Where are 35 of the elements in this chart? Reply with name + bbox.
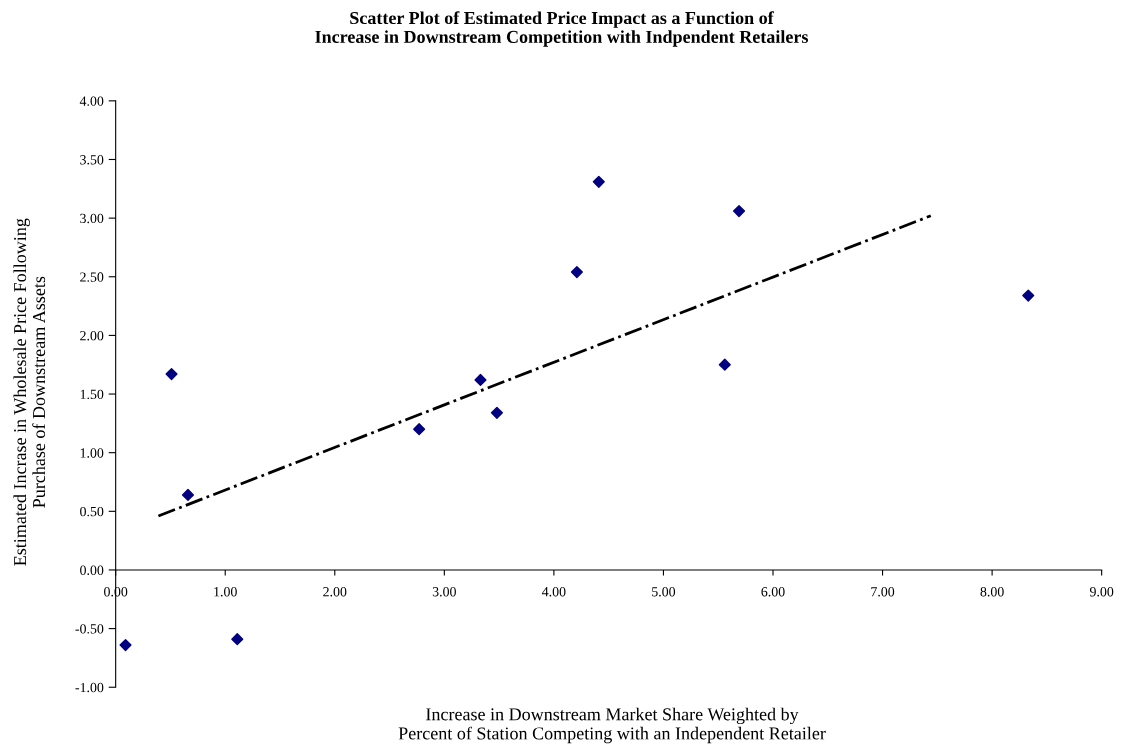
x-tick-label: 7.00 [871, 587, 895, 597]
y-tick-label: 1.00 [80, 448, 104, 458]
point [718, 358, 731, 371]
point [570, 265, 583, 279]
x-tick-label: 1.00 [214, 587, 237, 597]
y-tick-label: -0.50 [75, 624, 104, 634]
x-axis-title: Increase in Downstream Market Share Weighted by Percent of Station Competing with an Independent Retailer [398, 707, 826, 744]
y-tick-label: 0.00 [80, 565, 104, 575]
y-tick-label: 4.00 [79, 96, 104, 106]
y-tick-label: 0.50 [80, 506, 104, 517]
y-axis-title: Estimated Incrase in Wholesale Price Following Purchase of Downstream Assets [13, 218, 46, 566]
x-tick-label: 4.00 [542, 587, 566, 597]
y-tick-label: 3.50 [80, 155, 104, 165]
point [592, 175, 605, 188]
point [231, 633, 244, 646]
point [181, 488, 195, 501]
chart-title: Scatter Plot of Estimated Price Impact as a Function of Increase in Downstream Competition with Indpendent Retailers [315, 11, 808, 47]
x-tick-label: 6.00 [761, 587, 785, 597]
x-tick-label: 8.00 [980, 587, 1004, 597]
point [119, 638, 132, 652]
x-tick-label: 5.00 [652, 587, 676, 597]
point [474, 373, 487, 387]
y-tick-label: 3.00 [80, 213, 104, 224]
y-tick-label: 2.00 [80, 330, 104, 341]
x-tick-label: 3.00 [432, 587, 456, 597]
y-tick-label: 1.50 [80, 389, 104, 400]
point [1022, 289, 1035, 302]
x-tick-label: 2.00 [323, 587, 347, 597]
y-tick-label: 2.50 [80, 272, 104, 282]
y-tick-label: -1.00 [75, 682, 104, 693]
x-tick-label: 9.00 [1089, 587, 1114, 597]
point [165, 368, 178, 381]
point [732, 205, 746, 218]
point [413, 423, 426, 436]
point [490, 406, 503, 419]
